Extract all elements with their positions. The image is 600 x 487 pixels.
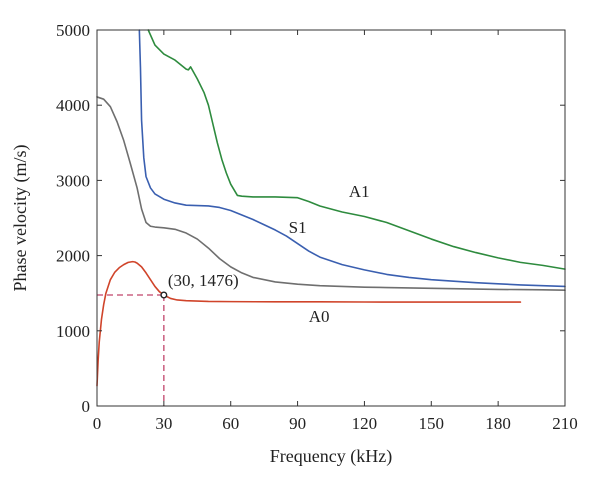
y-tick-label: 0 xyxy=(82,397,91,416)
reference-point-label: (30, 1476) xyxy=(168,271,239,290)
x-tick-label: 150 xyxy=(419,414,445,433)
reference-point-marker xyxy=(160,291,168,299)
series-line-a0 xyxy=(96,260,522,387)
x-tick-label: 90 xyxy=(289,414,306,433)
x-tick-label: 180 xyxy=(485,414,511,433)
y-tick-label: 4000 xyxy=(56,96,90,115)
reference-layer xyxy=(97,291,168,406)
curve-label-a1: A1 xyxy=(349,182,370,201)
y-tick-label: 5000 xyxy=(56,21,90,40)
y-tick-label: 2000 xyxy=(56,247,90,266)
ticks-layer: 0 30 60 90 120 150 180 210 0 1000 2000 3000 4000 5000 xyxy=(56,21,578,433)
series-line-a1 xyxy=(147,29,566,270)
x-axis-title: Frequency (kHz) xyxy=(270,446,392,467)
x-tick-label: 60 xyxy=(222,414,239,433)
curve-label-a0: A0 xyxy=(309,307,330,326)
x-tick-label: 120 xyxy=(352,414,378,433)
y-axis-title: Phase velocity (m/s) xyxy=(10,145,31,292)
x-tick-label: 30 xyxy=(155,414,172,433)
plot-frame xyxy=(96,29,566,407)
curve-label-s1: S1 xyxy=(289,218,307,237)
series-line-s1 xyxy=(138,29,566,288)
x-tick-label: 0 xyxy=(93,414,102,433)
x-tick-label: 210 xyxy=(552,414,578,433)
series-layer xyxy=(96,29,566,387)
series-line-unlabeled-2 xyxy=(96,96,566,291)
annotation-layer: A1 S1 A0 (30, 1476) xyxy=(168,182,370,326)
y-tick-label: 1000 xyxy=(56,322,90,341)
y-tick-label: 3000 xyxy=(56,171,90,190)
